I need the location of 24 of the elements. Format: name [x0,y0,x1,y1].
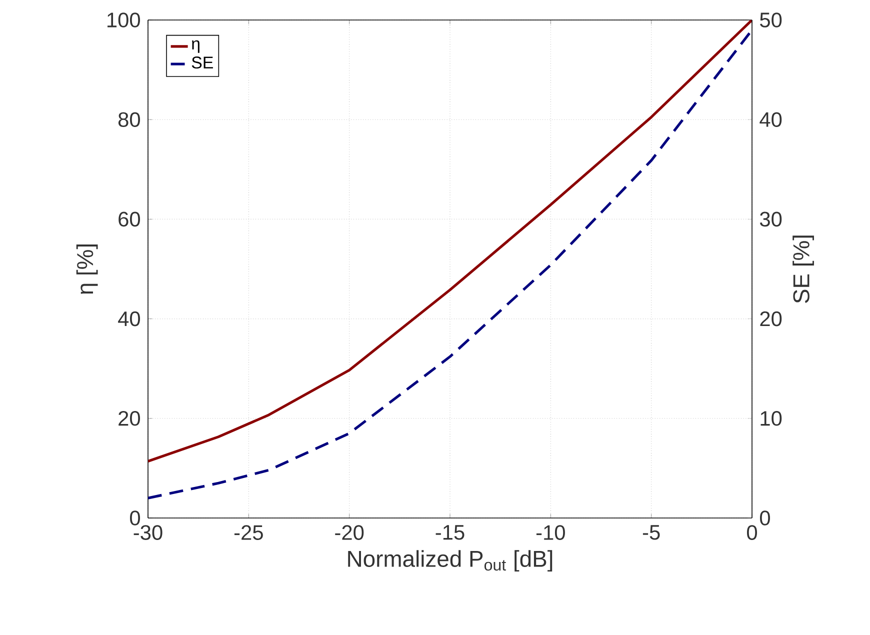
y-tick-label: 20 [118,410,140,426]
y-tick-label: 60 [118,212,140,227]
x-axis-title: Normalized P$_{out}$ [dB] [348,550,552,572]
y2-tick-label: 0 [760,510,770,526]
y-tick-label: 100 [108,12,140,28]
y2-tick-label: 10 [760,410,782,426]
x-tick-label: 0 [747,525,757,540]
x-tick-label: -15 [436,525,464,540]
x-tick-label: -10 [536,525,565,540]
y2-tick-label: 30 [760,212,782,227]
y2-tick-label: 20 [760,311,782,326]
y-tick-label: 40 [118,311,140,326]
x-tick-label: -20 [335,525,364,540]
legend-label: SE [192,56,213,69]
y-tick-label: 80 [118,112,140,127]
legend-label: η [192,40,200,53]
x-tick-label: -30 [134,525,162,540]
x-tick-label: -25 [234,525,263,540]
y2-tick-label: 40 [760,112,782,128]
y2-tick-label: 50 [760,12,782,28]
y-tick-label: 0 [130,510,140,526]
x-tick-label: -5 [642,525,660,540]
y2-axis-title: SE [%] [792,236,814,303]
y-axis-title: η [%] [76,244,98,294]
